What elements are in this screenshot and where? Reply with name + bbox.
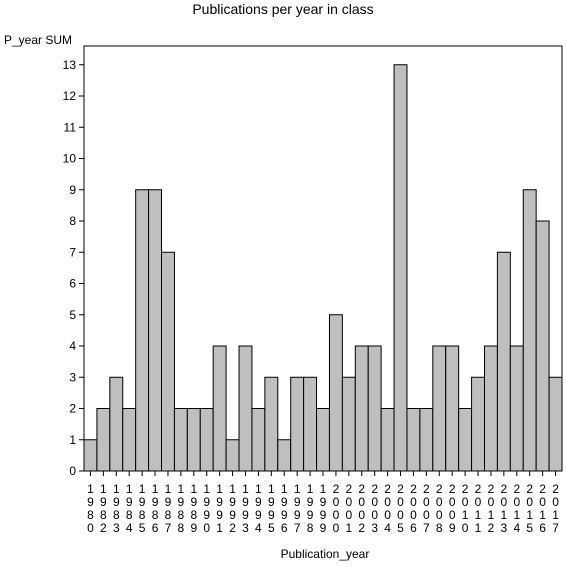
bar xyxy=(238,345,253,472)
bar xyxy=(83,439,98,472)
bar xyxy=(173,408,188,472)
bar xyxy=(367,345,382,472)
bar xyxy=(471,376,485,472)
bar xyxy=(251,408,266,472)
bar xyxy=(432,345,447,472)
bar xyxy=(199,408,214,472)
bar xyxy=(186,408,201,472)
y-axis-label: P_year SUM xyxy=(4,33,72,47)
bar xyxy=(316,408,330,472)
y-tick-label: 5 xyxy=(69,308,76,322)
bar xyxy=(483,345,498,472)
bar xyxy=(354,345,369,472)
bar xyxy=(419,408,434,472)
y-tick-label: 9 xyxy=(69,183,76,197)
y-tick-label: 10 xyxy=(63,152,77,166)
y-tick-label: 7 xyxy=(69,245,76,259)
bar xyxy=(445,345,460,472)
bar xyxy=(535,220,550,472)
bar xyxy=(161,251,175,472)
bar xyxy=(328,314,343,472)
y-tick-label: 8 xyxy=(69,214,76,228)
y-tick-label: 6 xyxy=(69,277,76,291)
y-tick-label: 11 xyxy=(64,120,77,134)
y-tick-label: 4 xyxy=(69,339,76,353)
bar xyxy=(303,376,318,472)
bar xyxy=(148,189,163,472)
bar xyxy=(122,408,137,472)
bar xyxy=(406,408,421,472)
bar xyxy=(109,376,124,472)
bar xyxy=(135,189,150,472)
bar xyxy=(509,345,524,472)
bar xyxy=(393,64,408,472)
bar xyxy=(496,251,511,472)
y-tick-label: 2 xyxy=(69,402,76,416)
bar xyxy=(380,408,395,472)
y-tick-label: 0 xyxy=(69,464,76,478)
y-tick-label: 12 xyxy=(63,89,77,103)
x-axis-label: Publication_year xyxy=(281,547,370,561)
chart-title: Publications per year in class xyxy=(192,1,373,17)
bar xyxy=(96,408,111,472)
bar xyxy=(548,376,563,472)
y-tick-label: 13 xyxy=(63,58,77,72)
bar xyxy=(212,345,227,472)
bar xyxy=(225,439,240,472)
y-tick-label: 3 xyxy=(69,370,76,384)
bar xyxy=(277,439,292,472)
bar xyxy=(290,376,305,472)
bar xyxy=(522,189,537,472)
bar xyxy=(458,408,473,472)
y-tick-label: 1 xyxy=(69,433,76,447)
bar xyxy=(264,376,279,472)
bar xyxy=(341,376,356,472)
